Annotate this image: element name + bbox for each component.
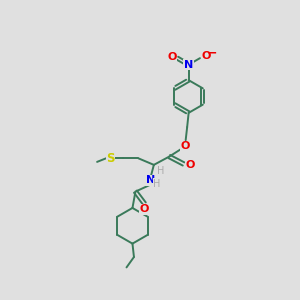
Text: O: O	[167, 52, 177, 62]
Text: O: O	[181, 141, 190, 151]
Text: O: O	[185, 160, 195, 170]
Text: H: H	[153, 179, 160, 189]
Text: H: H	[157, 167, 164, 176]
Text: O: O	[139, 204, 148, 214]
Text: S: S	[106, 152, 115, 165]
Text: O: O	[202, 51, 211, 62]
Text: N: N	[146, 175, 155, 185]
Text: N: N	[184, 60, 193, 70]
Text: −: −	[207, 46, 217, 59]
